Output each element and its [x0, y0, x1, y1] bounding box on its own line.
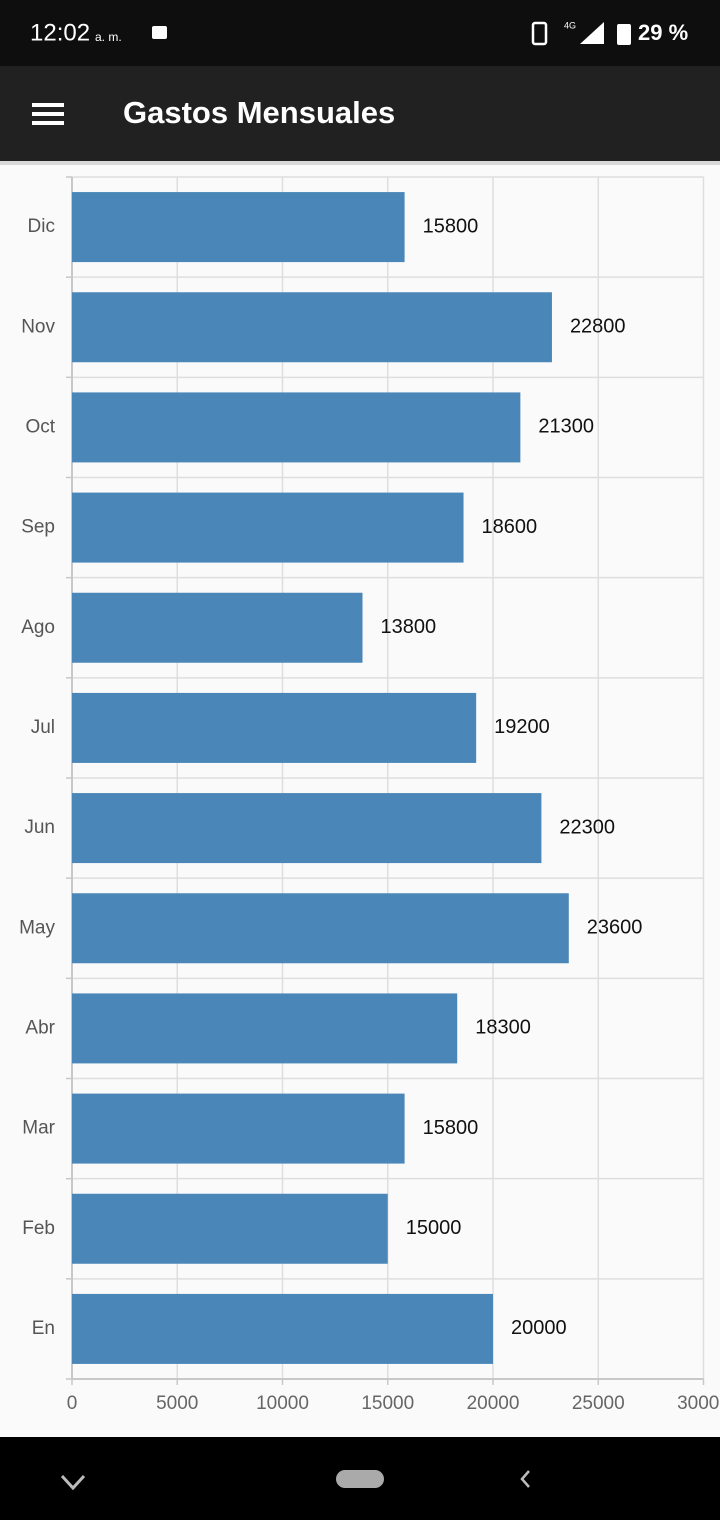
bar [72, 392, 521, 463]
menu-line [32, 112, 64, 116]
x-tick-label: 0 [67, 1393, 78, 1414]
nav-home[interactable] [336, 1470, 384, 1488]
y-tick-label: Ago [21, 617, 55, 638]
x-tick-label: 10000 [256, 1393, 309, 1414]
y-tick-label: May [19, 917, 55, 938]
bar [72, 893, 569, 964]
value-label: 21300 [538, 416, 594, 438]
value-label: 23600 [587, 917, 643, 939]
x-tick-label: 15000 [361, 1393, 414, 1414]
bar [72, 692, 477, 763]
bar [72, 993, 458, 1064]
x-tick-label: 30000 [677, 1393, 720, 1414]
value-label: 15800 [423, 215, 479, 237]
app-bar-shadow [0, 161, 720, 165]
y-tick-label: Jul [31, 717, 55, 738]
y-tick-label: Nov [21, 316, 55, 337]
signal-icon [580, 22, 604, 44]
nav-back[interactable] [520, 1470, 530, 1488]
bar [72, 492, 464, 563]
y-tick-label: Dic [28, 216, 55, 237]
value-label: 13800 [380, 616, 436, 638]
menu-button[interactable] [32, 103, 64, 125]
bar [72, 1093, 405, 1164]
vibrate-icon [531, 21, 548, 46]
value-label: 22800 [570, 316, 626, 338]
app-bar [0, 66, 720, 161]
bar [72, 1193, 388, 1264]
battery-icon [617, 24, 631, 45]
menu-line [32, 121, 64, 125]
image-icon [152, 26, 167, 39]
bar [72, 1293, 493, 1364]
status-meridiem: a. m. [95, 30, 122, 44]
bar [72, 592, 363, 663]
x-tick-label: 25000 [572, 1393, 625, 1414]
y-tick-label: Jun [24, 817, 55, 838]
menu-line [32, 103, 64, 107]
y-tick-label: Mar [22, 1118, 55, 1139]
bar [72, 292, 552, 363]
chart: 0 5000 10000 15000 20000 25000 30000 En 20000 Feb… [19, 176, 720, 1414]
value-label: 20000 [511, 1317, 567, 1339]
value-label: 22300 [559, 816, 615, 838]
y-tick-label: Sep [21, 517, 55, 538]
y-tick-label: En [32, 1318, 55, 1339]
value-label: 18600 [482, 516, 538, 538]
app-title: Gastos Mensuales [123, 95, 395, 130]
value-label: 19200 [494, 716, 550, 738]
value-label: 18300 [475, 1017, 531, 1039]
bar [72, 192, 405, 263]
y-tick-label: Abr [25, 1017, 55, 1038]
value-label: 15800 [423, 1117, 479, 1139]
y-tick-label: Oct [25, 416, 55, 437]
x-tick-label: 20000 [467, 1393, 520, 1414]
x-tick-label: 5000 [156, 1393, 198, 1414]
bar [72, 793, 542, 864]
status-battery: 29 % [638, 20, 688, 45]
y-tick-label: Feb [22, 1218, 55, 1239]
status-network: 4G [564, 20, 576, 30]
status-time: 12:02 [30, 19, 90, 46]
nav-down[interactable] [60, 1474, 86, 1491]
value-label: 15000 [406, 1217, 462, 1239]
